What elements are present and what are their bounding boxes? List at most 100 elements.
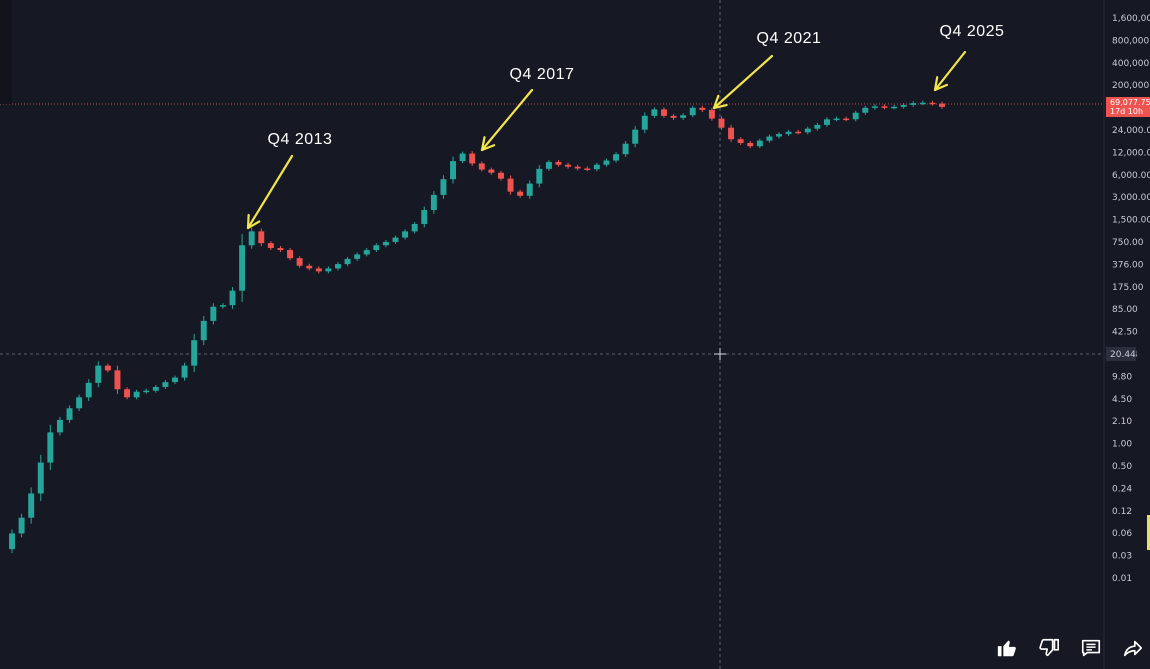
candle-body (603, 160, 610, 165)
thumbs-up-icon (997, 640, 1016, 657)
candle-body (9, 533, 15, 550)
y-tick-label: 0.03 (1112, 552, 1132, 562)
candle-body (315, 268, 322, 272)
candle-body (277, 248, 284, 251)
candle-body (219, 305, 226, 307)
candle-body (507, 178, 514, 192)
y-tick-label: 0.50 (1112, 462, 1132, 472)
candle-body (804, 128, 811, 133)
y-tick-label: 4.50 (1112, 395, 1132, 405)
candle-body (881, 106, 888, 108)
candle-body (114, 370, 121, 390)
candle-body (430, 194, 437, 211)
candle-body (363, 250, 370, 255)
candle-body (373, 245, 380, 251)
y-tick-label: 800,000 (1112, 36, 1149, 46)
left-panel-edge (0, 0, 12, 104)
y-tick-label: 0.01 (1112, 574, 1132, 584)
candle-body (565, 164, 572, 167)
y-tick-label: 85.00 (1112, 305, 1138, 315)
candle-body (267, 243, 274, 249)
y-tick-label: 1.00 (1112, 440, 1132, 450)
candle-body (651, 109, 658, 116)
candle-body (766, 136, 773, 141)
y-tick-label: 1,600,000 (1112, 14, 1150, 24)
candle-body (459, 153, 466, 162)
comments-button[interactable] (1080, 637, 1102, 659)
candle-body (670, 115, 677, 118)
candle-body (191, 340, 198, 366)
y-tick-label: 24,000.00 (1112, 126, 1150, 136)
candle-body (66, 408, 73, 420)
candle-body (728, 127, 735, 140)
candle-body (497, 172, 504, 179)
candle-body (239, 245, 246, 291)
candle-body (699, 107, 706, 110)
candle-body (469, 153, 476, 164)
annotation-label: Q4 2021 (757, 30, 822, 47)
candle-body (823, 119, 830, 125)
share-button[interactable] (1122, 637, 1144, 659)
annotation-arrow-shaft (933, 50, 967, 92)
candle-body (335, 264, 341, 269)
like-button[interactable] (996, 637, 1018, 659)
annotation-arrow-head (246, 213, 261, 230)
candle-body (402, 231, 409, 238)
candle-body (536, 168, 543, 184)
candle-body (258, 231, 265, 244)
candle-body (85, 382, 92, 398)
candle-body (488, 169, 495, 173)
candle-body (325, 268, 332, 272)
candle-body (747, 142, 754, 147)
candle-body (172, 377, 178, 383)
candle-body (28, 493, 35, 518)
candle-body (737, 139, 744, 143)
candle-body (900, 104, 907, 107)
candle-body (200, 320, 207, 341)
candle-body (776, 134, 782, 137)
candle-body (574, 166, 581, 169)
candle-body (862, 107, 869, 113)
candle-body (708, 109, 715, 119)
candle-body (871, 106, 878, 108)
candle-body (181, 365, 188, 378)
candle-body (545, 161, 552, 169)
candle-body (104, 365, 111, 371)
annotation-label: Q4 2013 (268, 131, 333, 148)
crosshair-price-tag (1106, 347, 1136, 361)
candle-body (929, 102, 936, 105)
candle-body (37, 462, 44, 494)
annotation-arrow-head (712, 94, 728, 110)
candle-body (133, 391, 140, 398)
last-price-value: 69,077.75 (1110, 98, 1150, 107)
candle-body (622, 143, 629, 155)
last-price-countdown: 17d 10h (1110, 107, 1143, 116)
candle-body (296, 258, 303, 266)
y-tick-label: 0.12 (1112, 507, 1132, 517)
y-tick-label: 6,000.00 (1112, 171, 1150, 181)
y-tick-label: 1,500.00 (1112, 216, 1150, 226)
y-tick-label: 376.00 (1112, 260, 1144, 270)
candle-body (392, 237, 399, 242)
y-tick-label: 400,000 (1112, 59, 1149, 69)
y-tick-label: 2.10 (1112, 417, 1132, 427)
candle-body (440, 179, 447, 195)
thumbs-down-icon (1039, 638, 1059, 657)
candle-body (593, 164, 600, 170)
candle-body (756, 140, 763, 147)
scroll-indicator[interactable] (1147, 515, 1150, 550)
dislike-button[interactable] (1038, 637, 1060, 659)
candle-body (18, 517, 25, 534)
candle-body (162, 382, 169, 387)
annotation-arrow-head (933, 76, 949, 92)
candle-body (795, 131, 802, 134)
candle-body (660, 109, 667, 116)
annotation-arrow-shaft (480, 88, 534, 152)
candle-body (680, 115, 687, 118)
candle-body (689, 107, 696, 116)
annotation-label: Q4 2025 (940, 23, 1005, 40)
candle-body (95, 365, 102, 383)
candle-body (919, 102, 926, 105)
